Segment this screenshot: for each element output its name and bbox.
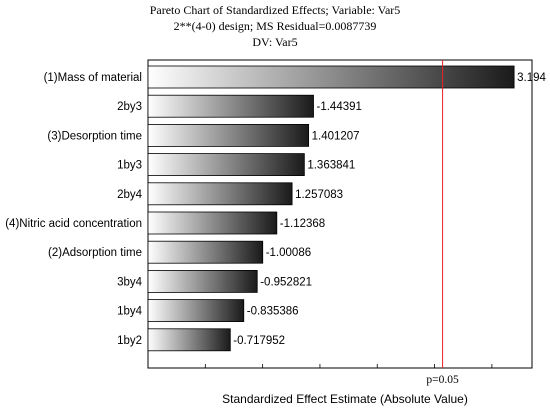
value-label: 1.363841 [307, 160, 355, 172]
category-label: 2by4 [117, 189, 143, 201]
x-axis-title: Standardized Effect Estimate (Absolute V… [222, 392, 468, 406]
bar [147, 240, 264, 264]
bar [147, 299, 245, 323]
bar [147, 65, 515, 89]
bar [147, 124, 310, 147]
value-label: 3.194 [517, 72, 546, 84]
value-label: -0.717952 [233, 335, 285, 347]
value-label: -1.12368 [280, 218, 325, 230]
category-label: (1)Mass of material [44, 72, 142, 84]
category-label: (2)Adsorption time [48, 247, 142, 259]
value-label: 1.257083 [295, 189, 343, 201]
bar [147, 328, 231, 352]
category-label: (4)Nitric acid concentration [5, 218, 142, 230]
chart-subtitle: 2**(4-0) design; MS Residual=0.0087739 [174, 19, 377, 33]
reference-line-label: p=0.05 [426, 374, 459, 386]
value-labels: 3.194 -1.44391 1.401207 1.363841 1.257083 -1.… [233, 72, 546, 347]
category-label: 1by3 [117, 160, 142, 172]
value-label: -1.00086 [266, 247, 311, 259]
bar [147, 269, 258, 293]
category-label: 3by4 [117, 276, 143, 288]
category-label: 1by2 [117, 335, 142, 347]
bar [147, 211, 278, 235]
chart-title: Pareto Chart of Standardized Effects; Va… [150, 3, 401, 17]
bar [147, 153, 305, 177]
chart-subtitle-dv: DV: Var5 [252, 35, 297, 49]
bar [147, 182, 293, 206]
axis-ticks [204, 364, 493, 368]
category-label: (3)Desorption time [47, 130, 142, 142]
bars-layer [147, 65, 515, 352]
value-label: 1.401207 [312, 130, 360, 142]
value-label: -1.44391 [317, 101, 362, 113]
category-labels: (1)Mass of material 2by3 (3)Desorption tim… [5, 72, 142, 347]
value-label: -0.952821 [260, 276, 312, 288]
category-label: 1by4 [117, 306, 143, 318]
bar [147, 94, 314, 118]
value-label: -0.835386 [247, 306, 299, 318]
category-label: 2by3 [117, 101, 142, 113]
